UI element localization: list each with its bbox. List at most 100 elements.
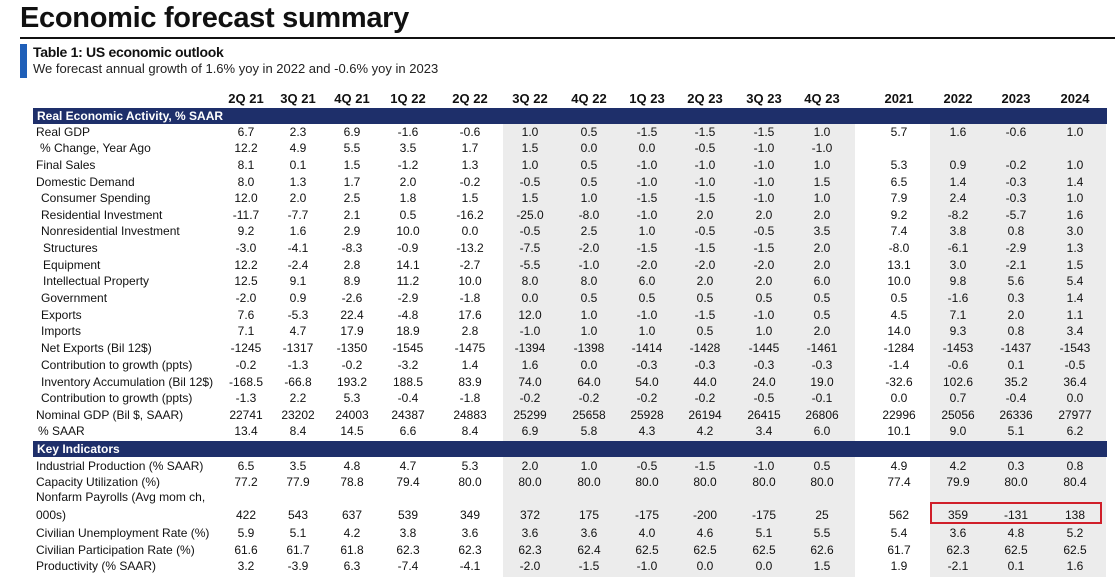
table-cell: 77.2 bbox=[234, 475, 258, 489]
table-cell: 1.6 bbox=[1066, 559, 1084, 573]
table-cell: -1545 bbox=[392, 341, 424, 355]
table-cell: -0.3 bbox=[1005, 191, 1027, 205]
table-cell: 0.0 bbox=[890, 391, 908, 405]
row-label: Inventory Accumulation (Bil 12$) bbox=[41, 375, 214, 389]
row-label: Final Sales bbox=[36, 158, 96, 172]
table-cell: 0.9 bbox=[949, 158, 967, 172]
table-cell: 9.0 bbox=[949, 424, 967, 438]
table-cell: -1.0 bbox=[578, 258, 600, 272]
table-cell: -3.9 bbox=[287, 559, 309, 573]
table-cell: 25928 bbox=[630, 408, 664, 422]
table-cell: -2.1 bbox=[1005, 258, 1027, 272]
table-cell: -0.5 bbox=[753, 224, 775, 238]
table-cell: 1.0 bbox=[813, 125, 831, 139]
table-cell: -0.4 bbox=[1005, 391, 1027, 405]
table-cell: -1414 bbox=[631, 341, 663, 355]
table-cell: 1.5 bbox=[461, 191, 479, 205]
column-header: 2Q 23 bbox=[687, 91, 723, 106]
row-label-continued: 000s) bbox=[36, 508, 67, 522]
row-label: Capacity Utilization (%) bbox=[36, 475, 161, 489]
table-cell: -1.0 bbox=[636, 175, 658, 189]
table-cell: 5.9 bbox=[237, 526, 255, 540]
table-cell: -1.5 bbox=[636, 241, 658, 255]
table-cell: -1.5 bbox=[694, 241, 716, 255]
table-cell: 5.5 bbox=[813, 526, 831, 540]
table-cell: -1.0 bbox=[694, 175, 716, 189]
column-header: 2023 bbox=[1001, 91, 1031, 106]
table-cell: -8.2 bbox=[947, 208, 969, 222]
table-cell: 6.0 bbox=[813, 274, 831, 288]
table-cell: 0.3 bbox=[1007, 291, 1025, 305]
table-cell: 1.0 bbox=[521, 125, 539, 139]
table-cell: -0.3 bbox=[753, 358, 775, 372]
table-cell: -1.4 bbox=[888, 358, 910, 372]
row-label: Contribution to growth (ppts) bbox=[41, 358, 193, 372]
table-cell: -0.2 bbox=[459, 175, 481, 189]
table-cell: 25299 bbox=[513, 408, 547, 422]
table-cell: 79.4 bbox=[396, 475, 420, 489]
table-cell: -0.5 bbox=[1064, 358, 1086, 372]
table-cell: -1.8 bbox=[459, 291, 481, 305]
table-title: Table 1: US economic outlook bbox=[33, 44, 224, 60]
table-cell: 3.6 bbox=[461, 526, 479, 540]
table-cell: 1.0 bbox=[1066, 158, 1084, 172]
table-cell: 0.8 bbox=[1007, 324, 1025, 338]
table-cell: 83.9 bbox=[458, 375, 482, 389]
column-header: 2022 bbox=[943, 91, 973, 106]
table-cell: 14.1 bbox=[396, 258, 420, 272]
table-cell: 1.6 bbox=[289, 224, 307, 238]
table-cell: 62.3 bbox=[518, 543, 542, 557]
table-cell: 4.3 bbox=[638, 424, 656, 438]
table-cell: 0.5 bbox=[696, 324, 714, 338]
table-cell: 4.8 bbox=[1007, 526, 1025, 540]
table-cell: 26806 bbox=[805, 408, 839, 422]
table-cell: -0.2 bbox=[1005, 158, 1027, 172]
column-header: 4Q 22 bbox=[571, 91, 607, 106]
table-cell: -66.8 bbox=[284, 375, 312, 389]
table-cell: -0.3 bbox=[636, 358, 658, 372]
table-cell: -1245 bbox=[230, 341, 262, 355]
table-cell: 1.8 bbox=[399, 191, 417, 205]
table-cell: 0.0 bbox=[1066, 391, 1084, 405]
table-cell: 2.0 bbox=[755, 274, 773, 288]
table-cell: 6.9 bbox=[343, 125, 361, 139]
table-cell: -1543 bbox=[1059, 341, 1091, 355]
row-label: Productivity (% SAAR) bbox=[36, 559, 157, 573]
table-cell: 5.4 bbox=[890, 526, 908, 540]
table-cell: -1.5 bbox=[694, 459, 716, 473]
table-cell: 0.0 bbox=[580, 358, 598, 372]
table-cell: 1.5 bbox=[813, 175, 831, 189]
table-cell: 1.0 bbox=[521, 158, 539, 172]
table-cell: 1.0 bbox=[813, 191, 831, 205]
table-cell: 5.1 bbox=[1007, 424, 1025, 438]
table-cell: -2.0 bbox=[578, 241, 600, 255]
table-cell: 5.7 bbox=[890, 125, 908, 139]
table-cell: 1.0 bbox=[1066, 125, 1084, 139]
table-cell: -8.0 bbox=[888, 241, 910, 255]
table-cell: 175 bbox=[578, 508, 600, 522]
table-cell: -0.2 bbox=[578, 391, 600, 405]
table-cell: 5.2 bbox=[1066, 526, 1084, 540]
table-cell: -0.2 bbox=[694, 391, 716, 405]
table-cell: 13.4 bbox=[234, 424, 258, 438]
table-cell: 0.5 bbox=[696, 291, 714, 305]
table-cell: 12.0 bbox=[234, 191, 258, 205]
section-header: Key Indicators bbox=[33, 441, 1107, 457]
column-header: 3Q 21 bbox=[280, 91, 316, 106]
table-cell: 12.2 bbox=[234, 258, 258, 272]
table-cell: 24883 bbox=[453, 408, 487, 422]
table-cell: 5.5 bbox=[343, 141, 361, 155]
table-cell: 3.0 bbox=[949, 258, 967, 272]
row-label: Imports bbox=[41, 324, 82, 338]
table-cell: -1.5 bbox=[694, 191, 716, 205]
table-cell: -1.0 bbox=[694, 158, 716, 172]
table-cell: -2.0 bbox=[636, 258, 658, 272]
table-cell: 0.3 bbox=[1007, 459, 1025, 473]
table-cell: -2.9 bbox=[1005, 241, 1027, 255]
table-cell: 62.6 bbox=[810, 543, 834, 557]
row-label: Nominal GDP (Bil $, SAAR) bbox=[36, 408, 184, 422]
table-cell: -1.0 bbox=[636, 308, 658, 322]
table-cell: -16.2 bbox=[456, 208, 484, 222]
row-label: Industrial Production (% SAAR) bbox=[36, 459, 204, 473]
